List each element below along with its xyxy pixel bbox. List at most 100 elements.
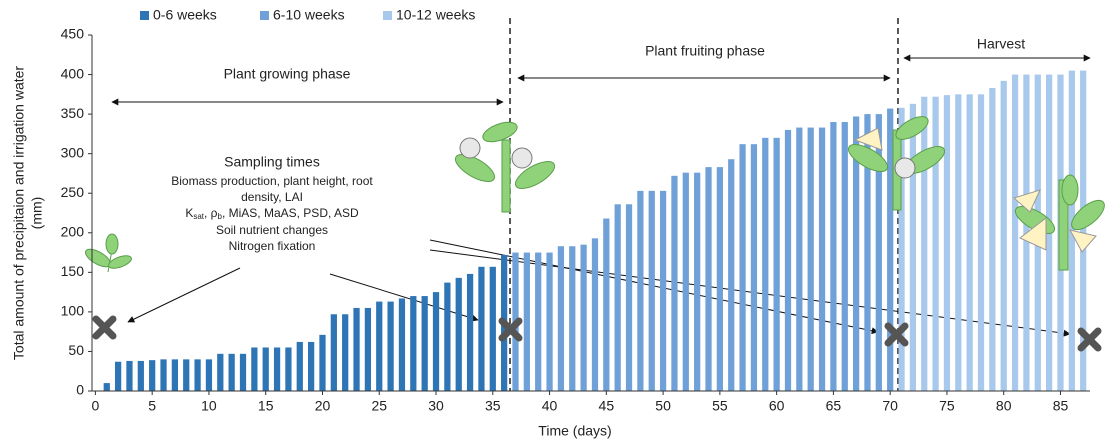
bar <box>149 360 156 391</box>
bar <box>773 137 780 391</box>
bar <box>308 341 315 391</box>
bar <box>455 277 462 391</box>
bar <box>1000 80 1007 391</box>
bar <box>126 360 133 391</box>
bar <box>682 172 689 391</box>
x-tick-label: 40 <box>542 398 558 414</box>
x-tick-label: 80 <box>996 398 1012 414</box>
bar <box>875 114 882 391</box>
y-tick-label: 150 <box>61 263 85 279</box>
bar <box>296 341 303 391</box>
plant-icons <box>85 116 1105 273</box>
bar <box>569 246 576 391</box>
x-tick-label: 85 <box>1053 398 1069 414</box>
bar <box>421 296 428 391</box>
bar <box>410 296 417 391</box>
bar <box>364 307 372 391</box>
y-tick-label: 0 <box>76 382 84 398</box>
x-tick-label: 45 <box>599 398 615 414</box>
bar <box>694 172 701 391</box>
bar <box>466 273 474 391</box>
bar <box>398 298 406 391</box>
x-tick-label: 5 <box>148 398 156 414</box>
sampling-text: b <box>218 212 223 221</box>
x-tick-label: 65 <box>826 398 842 414</box>
bar <box>637 190 644 391</box>
bar <box>444 282 451 391</box>
phase-label: Harvest <box>977 36 1025 52</box>
sampling-text: , MiAS, MaAS, PSD, ASD <box>222 206 359 220</box>
y-axis-label: Total amount of precipitaion and irrigat… <box>11 66 27 361</box>
sampling-text: K <box>185 206 193 220</box>
x-tick-label: 30 <box>428 398 444 414</box>
sampling-text: Biomass production, plant height, root <box>171 174 373 188</box>
phase-label: Plant growing phase <box>224 66 351 82</box>
y-axis-label: (mm) <box>29 197 45 230</box>
sampling-markers <box>92 315 1102 352</box>
bar <box>160 359 167 391</box>
bar <box>1011 74 1019 392</box>
bar <box>852 116 860 392</box>
bar <box>921 96 928 391</box>
y-tick-label: 50 <box>68 342 84 358</box>
bar <box>330 314 337 391</box>
plant-icon <box>1012 174 1105 271</box>
bar <box>546 252 553 391</box>
bar <box>183 359 190 391</box>
bar <box>262 347 269 391</box>
bar <box>251 347 258 391</box>
bar <box>171 359 179 391</box>
bar <box>194 359 201 391</box>
bar <box>114 361 122 391</box>
x-tick-label: 25 <box>371 398 387 414</box>
bar <box>932 96 939 391</box>
bar <box>716 167 723 391</box>
plant-icon <box>454 121 556 213</box>
bars <box>103 70 1087 392</box>
bar <box>818 127 826 391</box>
plant-icon <box>847 116 946 211</box>
bar <box>841 122 848 392</box>
sampling-text: Ksat, ρb, MiAS, MaAS, PSD, ASD <box>185 206 359 221</box>
x-tick-label: 55 <box>712 398 728 414</box>
phase-label: Plant fruiting phase <box>645 43 765 59</box>
bar <box>205 359 213 391</box>
x-tick-label: 0 <box>92 398 100 414</box>
bar <box>807 127 814 391</box>
bar <box>625 204 633 391</box>
bar <box>387 301 394 391</box>
bar <box>989 88 996 391</box>
bar <box>728 159 735 391</box>
y-tick-label: 250 <box>61 184 85 200</box>
bar <box>648 190 655 391</box>
bar <box>830 122 837 392</box>
y-tick-label: 400 <box>61 65 85 81</box>
y-tick-label: 200 <box>61 223 85 239</box>
bar <box>614 204 621 391</box>
bar <box>432 292 440 391</box>
bar <box>376 301 383 391</box>
bar <box>1080 70 1087 391</box>
x-tick-label: 75 <box>939 398 955 414</box>
legend-swatch <box>383 11 392 20</box>
x-tick-label: 15 <box>258 398 274 414</box>
bar <box>285 347 292 391</box>
pointer-arrow <box>329 273 479 322</box>
bar <box>478 266 485 391</box>
bar <box>659 190 667 391</box>
bar <box>977 94 985 391</box>
bar <box>864 114 871 391</box>
plant-icon <box>85 233 132 273</box>
bar <box>762 137 769 391</box>
legend-swatch <box>140 11 149 20</box>
bar <box>591 238 599 391</box>
x-tick-label: 60 <box>769 398 785 414</box>
sampling-marker <box>1077 327 1102 352</box>
bar <box>535 252 542 391</box>
bar <box>273 347 281 391</box>
bar <box>739 144 746 391</box>
bar <box>103 383 110 391</box>
bar <box>489 266 496 391</box>
x-tick-label: 20 <box>315 398 331 414</box>
